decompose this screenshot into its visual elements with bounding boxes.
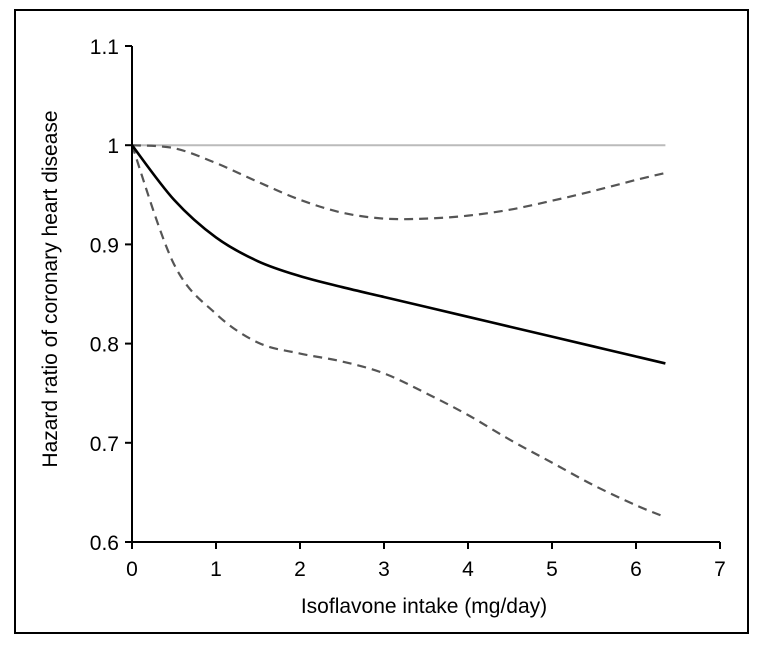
x-tick-label: 4 <box>462 558 474 581</box>
series-line-estimate <box>130 144 666 365</box>
x-tick-label: 0 <box>126 558 138 581</box>
x-tick-label: 6 <box>630 558 642 581</box>
y-axis-title: Hazard ratio of coronary heart disease <box>39 110 62 467</box>
series-line-upper-ci <box>131 144 666 221</box>
series-line-lower-ci <box>130 144 666 519</box>
y-tick-label: 1.1 <box>90 36 119 59</box>
x-tick-label: 5 <box>546 558 558 581</box>
chart-frame <box>14 9 749 634</box>
y-tick-label: 1 <box>107 135 119 158</box>
y-tick-label: 0.6 <box>90 532 119 555</box>
x-tick-label: 1 <box>210 558 222 581</box>
y-tick-label: 0.7 <box>90 433 119 456</box>
y-tick-label: 0.9 <box>90 234 119 257</box>
series-layer <box>130 144 666 519</box>
y-tick-label: 0.8 <box>90 334 119 357</box>
x-tick-label: 2 <box>294 558 306 581</box>
x-tick-label: 7 <box>714 558 726 581</box>
x-tick-label: 3 <box>378 558 390 581</box>
ticks-layer: 0 1 2 3 4 5 6 7 0.6 0.7 0.8 0.9 1 1.1 <box>90 36 726 581</box>
axes-layer <box>131 46 720 543</box>
x-axis-title: Isoflavone intake (mg/day) <box>301 595 547 618</box>
